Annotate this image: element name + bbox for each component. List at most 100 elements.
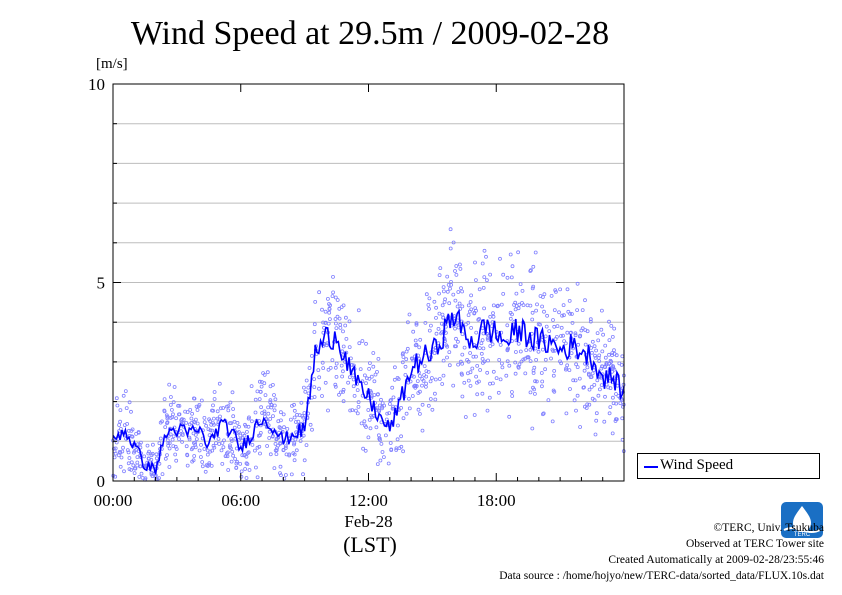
sample-point [455, 304, 460, 309]
sample-point [389, 448, 394, 453]
sample-point [564, 411, 569, 416]
sample-point [607, 352, 611, 357]
sample-point [371, 364, 376, 369]
sample-point [177, 403, 182, 408]
sample-point [440, 312, 445, 317]
sample-point [432, 391, 437, 396]
sample-point [149, 457, 154, 462]
sample-point [587, 402, 592, 407]
sample-point [580, 326, 585, 331]
sample-point [590, 371, 595, 376]
sample-point [462, 345, 467, 350]
sample-point [162, 397, 167, 402]
sample-point [445, 274, 450, 279]
sample-point [584, 406, 589, 410]
sample-point [449, 279, 453, 284]
sample-point [323, 380, 328, 385]
sample-point [387, 411, 392, 416]
sample-point [607, 411, 612, 416]
sample-point [145, 443, 150, 448]
sample-point [391, 404, 395, 409]
sample-point [441, 315, 446, 320]
sample-point [580, 308, 585, 313]
sample-point [567, 298, 572, 303]
sample-point [568, 311, 572, 316]
credit-line-site: Observed at TERC Tower site [685, 538, 824, 550]
sample-point [193, 432, 198, 437]
sample-point [404, 349, 409, 354]
y-tick-label: 0 [97, 472, 106, 491]
sample-point [536, 322, 541, 327]
sample-point [499, 302, 504, 307]
sample-point [462, 380, 467, 385]
sample-point [448, 246, 453, 251]
sample-point [131, 463, 136, 468]
sample-point [480, 391, 485, 396]
sample-point [149, 472, 154, 477]
sample-point [558, 359, 562, 364]
sample-point [189, 421, 194, 425]
sample-point [335, 298, 340, 302]
sample-point [468, 383, 473, 388]
sample-point [541, 412, 545, 417]
sample-point [323, 309, 328, 314]
sample-point [112, 455, 117, 460]
sample-point [427, 328, 432, 333]
sample-point [364, 341, 368, 346]
sample-point [116, 453, 121, 458]
sample-point [518, 282, 523, 287]
sample-point [292, 441, 297, 445]
sample-point [611, 395, 615, 400]
sample-point [220, 461, 225, 466]
sample-point [426, 403, 431, 408]
sample-point [215, 416, 220, 421]
sample-point [551, 373, 556, 378]
sample-point [253, 410, 258, 415]
sample-point [413, 338, 418, 343]
sample-point [180, 431, 185, 436]
sample-point [302, 411, 307, 415]
sample-point [138, 464, 143, 469]
sample-point [243, 422, 247, 427]
sample-point [417, 389, 422, 394]
sample-point [337, 392, 341, 397]
sample-point [549, 293, 554, 298]
sample-point [594, 348, 598, 353]
sample-point [146, 451, 151, 456]
sample-point [520, 301, 524, 305]
sample-point [460, 352, 465, 357]
sample-point [611, 401, 616, 406]
sample-point [227, 421, 232, 426]
sample-point [364, 376, 369, 381]
sample-point [118, 450, 123, 455]
sample-point [193, 442, 198, 447]
sample-point [570, 312, 574, 316]
sample-point [198, 455, 203, 459]
sample-point [179, 420, 184, 425]
sample-point [612, 326, 617, 331]
sample-point [604, 360, 609, 365]
sample-point [378, 438, 382, 442]
sample-point [344, 336, 349, 341]
sample-point [340, 349, 345, 354]
sample-point [283, 444, 288, 449]
sample-point [232, 425, 237, 430]
sample-point [455, 339, 460, 344]
sample-point [531, 264, 536, 269]
sample-point [331, 274, 335, 279]
sample-point [541, 347, 545, 352]
sample-point [410, 394, 415, 398]
sample-point [224, 404, 229, 409]
sample-point [112, 446, 116, 451]
sample-point [281, 412, 286, 417]
sample-point [135, 455, 140, 460]
sample-point [268, 400, 273, 405]
sample-point [569, 351, 574, 356]
sample-point [399, 434, 404, 439]
sample-point [517, 362, 522, 367]
sample-point [165, 438, 170, 443]
sample-point [482, 248, 487, 253]
sample-point [193, 417, 198, 422]
sample-point [366, 408, 371, 412]
credit-line-created: Created Automatically at 2009-02-28/23:5… [608, 554, 824, 566]
